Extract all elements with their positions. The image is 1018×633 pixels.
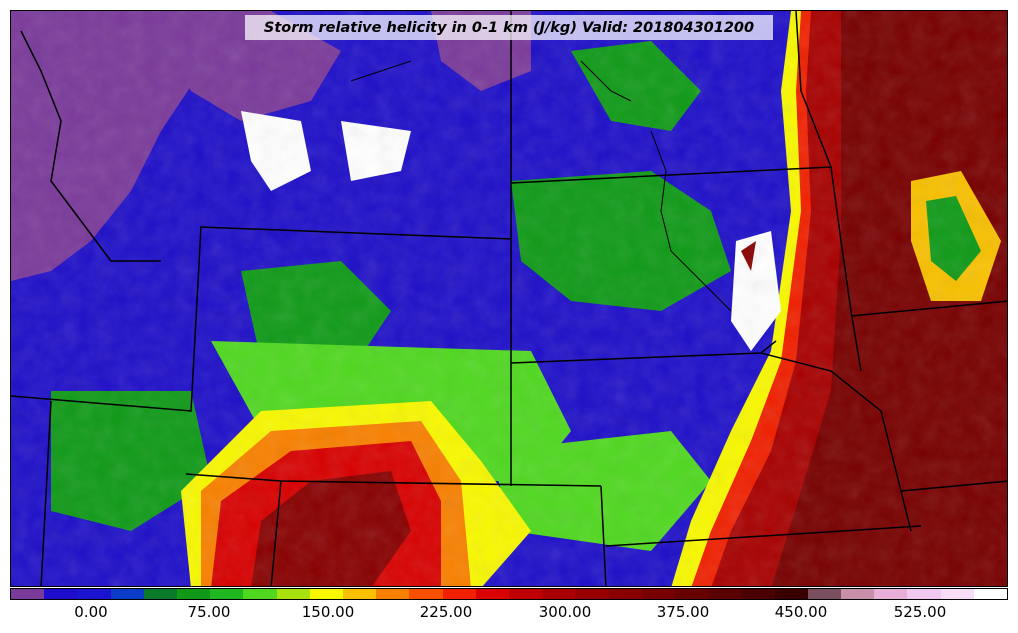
border-kansas-south: [600, 485, 607, 586]
colorbar: [10, 588, 1008, 600]
colorbar-segment: [774, 589, 808, 599]
colorbar-segment: [940, 589, 974, 599]
colorbar-segment: [309, 589, 344, 599]
colorbar-segment: [608, 589, 642, 599]
colorbar-segment: [409, 589, 443, 599]
colorbar-segment: [575, 589, 609, 599]
colorbar-segment: [77, 589, 111, 599]
colorbar-segment: [542, 589, 576, 599]
colorbar-segment: [343, 589, 377, 599]
map-title: Storm relative helicity in 0-1 km (J/kg)…: [263, 19, 755, 36]
colorbar-segment: [509, 589, 543, 599]
colorbar-segment: [442, 589, 476, 599]
colorbar-segment: [276, 589, 310, 599]
colorbar-segment: [907, 589, 941, 599]
rivers-lakes: [350, 60, 732, 312]
colorbar-tick-label: 225.00: [419, 603, 473, 621]
map-area[interactable]: [10, 10, 1008, 587]
colorbar-segment: [243, 589, 277, 599]
colorbar-segment: [807, 589, 842, 599]
colorbar-tick-label: 0.00: [74, 603, 108, 621]
colorbar-tick-label: 375.00: [656, 603, 710, 621]
map-title-box: Storm relative helicity in 0-1 km (J/kg)…: [245, 15, 773, 40]
field-texture: [11, 11, 1007, 586]
colorbar-segment: [841, 589, 875, 599]
colorbar-segment: [210, 589, 244, 599]
colorbar-segment: [708, 589, 742, 599]
border-west: [11, 226, 512, 486]
colorbar-tick-label: 150.00: [301, 603, 355, 621]
colorbar-segment: [973, 589, 1008, 599]
helicity-map: [11, 11, 1007, 586]
colorbar-tick-label: 450.00: [774, 603, 828, 621]
colorbar-segment: [741, 589, 775, 599]
colorbar-segment: [11, 589, 45, 599]
colorbar-ticks: 0.00 75.00 150.00 225.00 300.00 375.00 450.00 5…: [0, 600, 1018, 633]
border-sd: [510, 166, 832, 184]
colorbar-segment: [475, 589, 510, 599]
colorbar-segment: [641, 589, 676, 599]
state-borders: [11, 11, 1007, 586]
colorbar-segment: [675, 589, 709, 599]
colorbar-segment: [376, 589, 410, 599]
colorbar-segment: [143, 589, 178, 599]
colorbar-tick-label: 300.00: [538, 603, 592, 621]
colorbar-segment: [44, 589, 78, 599]
colorbar-segment: [177, 589, 211, 599]
colorbar-segment: [110, 589, 144, 599]
colorbar-segment: [874, 589, 908, 599]
colorbar-tick-label: 525.00: [893, 603, 947, 621]
colorbar-tick-label: 75.00: [187, 603, 231, 621]
